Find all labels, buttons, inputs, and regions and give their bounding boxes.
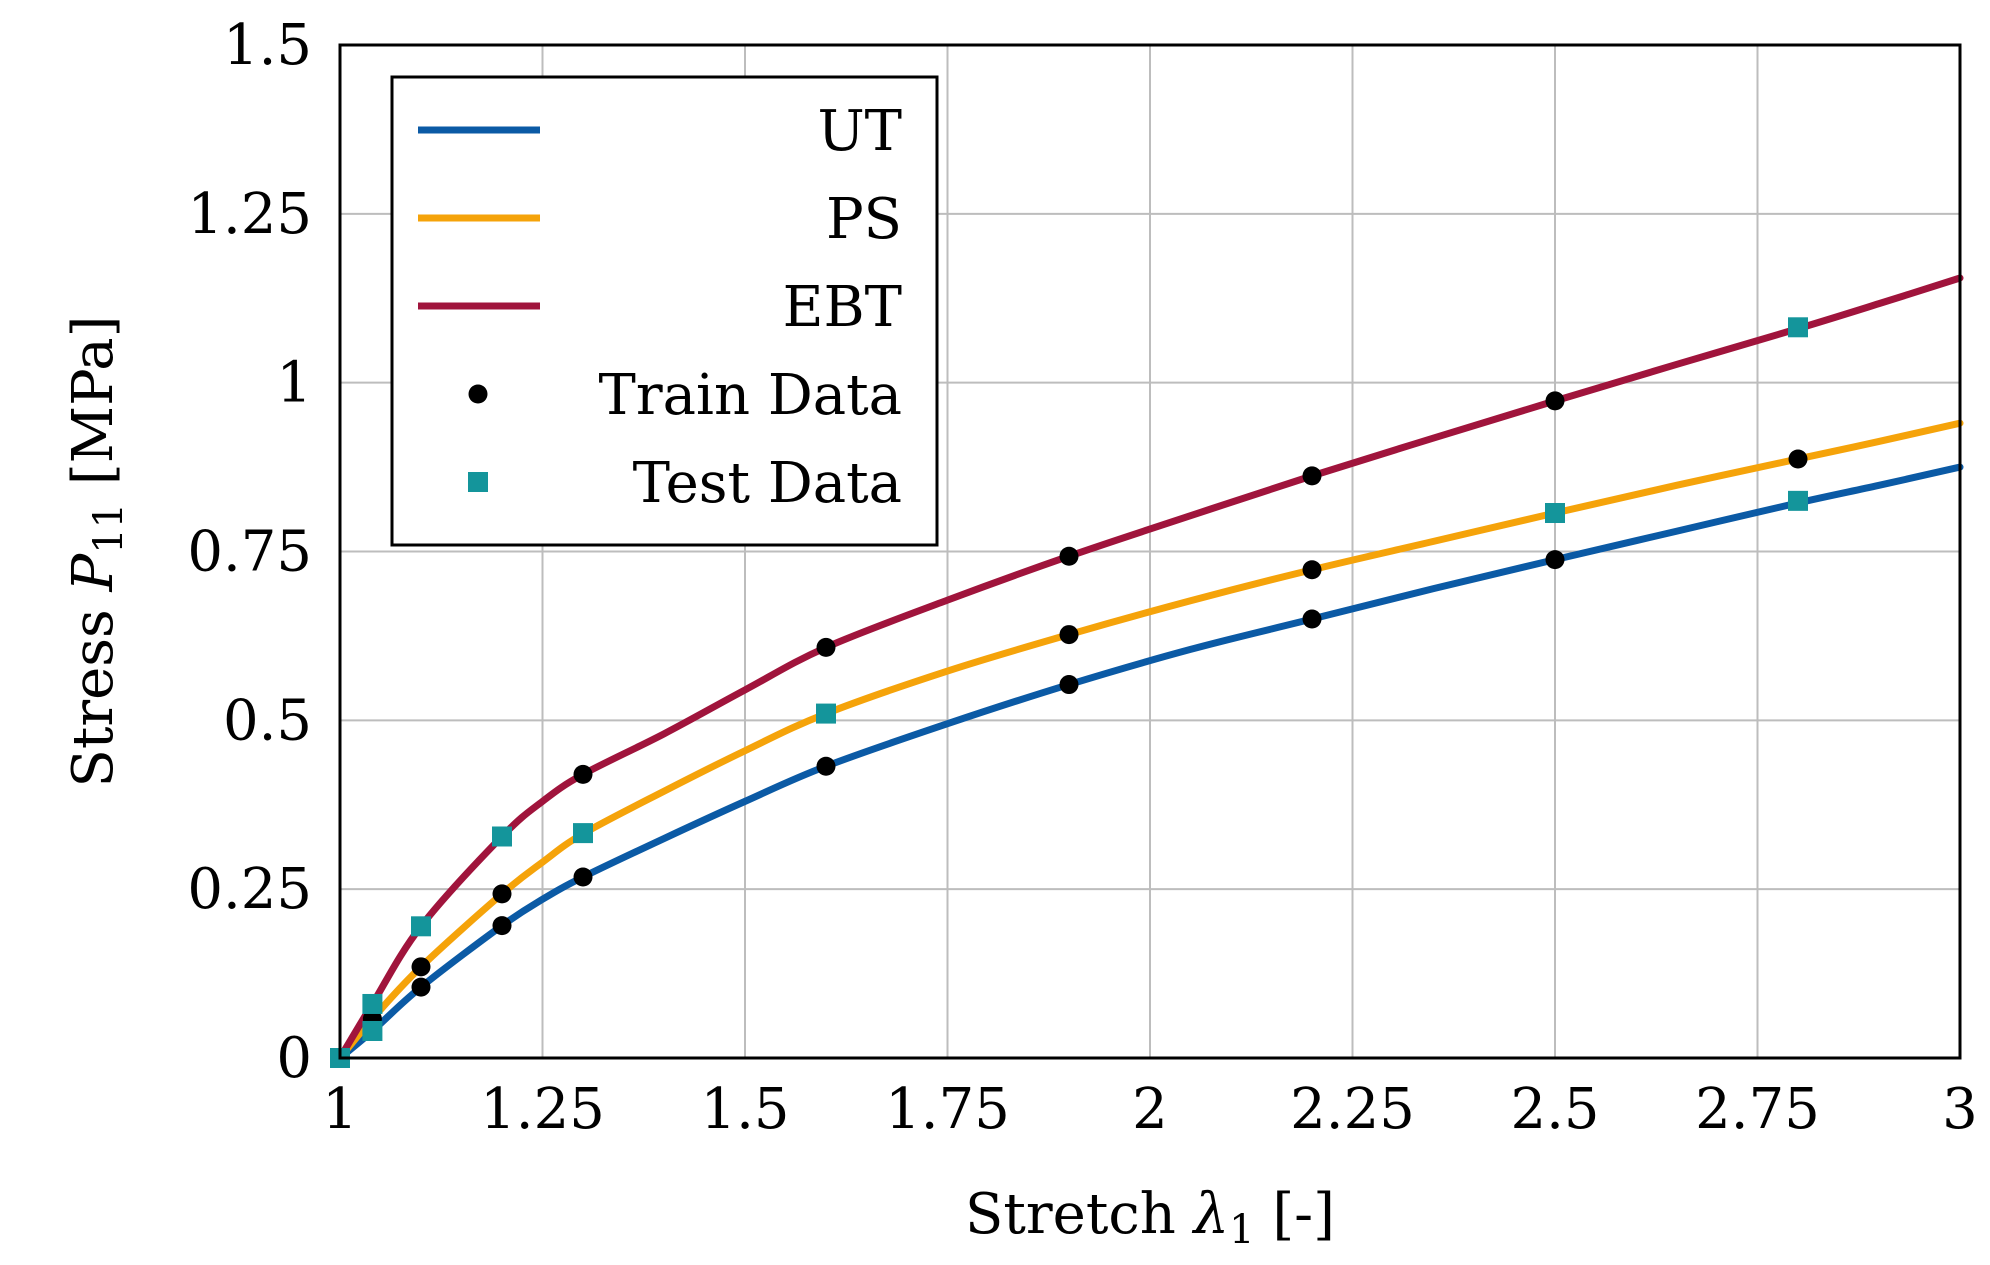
test-point-ps bbox=[816, 703, 836, 724]
y-tick-label: 1.5 bbox=[223, 13, 312, 78]
legend-box bbox=[390, 75, 939, 547]
train-point-ebt bbox=[1545, 391, 1565, 411]
x-tick-label: 1.25 bbox=[480, 1077, 605, 1142]
x-axis-label: Stretch λ1 [-] bbox=[965, 1182, 1335, 1253]
train-point-ut bbox=[411, 977, 431, 997]
x-axis-label-symbol: λ bbox=[1192, 1182, 1230, 1247]
x-tick-label: 2 bbox=[1132, 1077, 1168, 1142]
x-tick-label: 1.75 bbox=[885, 1077, 1010, 1142]
y-tick-label: 0 bbox=[276, 1026, 312, 1091]
train-point-ps bbox=[1302, 560, 1322, 580]
test-point-ebt bbox=[492, 826, 512, 847]
train-point-ps bbox=[1059, 625, 1079, 645]
train-point-ebt bbox=[1302, 466, 1322, 486]
x-tick-label: 2.5 bbox=[1510, 1077, 1599, 1142]
test-point-ps bbox=[1545, 503, 1565, 524]
train-point-ut bbox=[573, 867, 593, 887]
y-axis-label-symbol: P bbox=[61, 552, 126, 592]
x-tick-label: 1 bbox=[322, 1077, 358, 1142]
x-tick-label: 2.75 bbox=[1695, 1077, 1820, 1142]
train-point-ps bbox=[1788, 449, 1808, 469]
plot-frame bbox=[338, 43, 1962, 1060]
train-point-ut bbox=[1302, 609, 1322, 629]
legend-label-train-data: Train Data bbox=[599, 363, 902, 428]
train-point-ebt bbox=[573, 764, 593, 784]
x-axis-label-subscript: 1 bbox=[1229, 1207, 1254, 1253]
x-tick-label: 2.25 bbox=[1290, 1077, 1415, 1142]
test-point-ebt bbox=[411, 916, 431, 937]
x-axis-label-unit: [-] bbox=[1255, 1182, 1335, 1247]
legend-swatch-train-data bbox=[468, 384, 488, 404]
x-axis-label-text: Stretch bbox=[965, 1182, 1194, 1247]
train-point-ut bbox=[492, 916, 512, 936]
y-axis-label-subscript: 11 bbox=[86, 503, 132, 554]
test-point-ut bbox=[1788, 490, 1808, 511]
train-point-ps bbox=[411, 957, 431, 977]
legend-label-ebt: EBT bbox=[783, 275, 902, 340]
series-line-ps bbox=[336, 419, 1964, 1062]
legend-label-ut: UT bbox=[817, 99, 902, 164]
legend-swatch-test-data bbox=[468, 472, 488, 492]
legend-label-ps: PS bbox=[826, 187, 902, 252]
train-point-ut bbox=[816, 756, 836, 776]
y-tick-label: 1.25 bbox=[187, 182, 312, 247]
test-point-ps bbox=[573, 823, 593, 844]
y-tick-label: 0.5 bbox=[223, 688, 312, 753]
legend-label-test-data: Test Data bbox=[633, 451, 902, 516]
y-axis-label-unit: [MPa] bbox=[61, 315, 126, 502]
train-point-ps bbox=[492, 884, 512, 904]
y-axis-label-text: Stress bbox=[61, 591, 126, 787]
y-tick-labels: 0 0.25 0.5 0.75 1 1.25 1.5 bbox=[187, 13, 312, 1091]
y-tick-label: 0.25 bbox=[187, 857, 312, 922]
legend: UT PS EBT Train Data Test Data bbox=[390, 75, 939, 547]
train-point-ut bbox=[1545, 550, 1565, 570]
y-tick-label: 0.75 bbox=[187, 520, 312, 585]
x-tick-labels: 1 1.25 1.5 1.75 2 2.25 2.5 2.75 3 bbox=[322, 1077, 1978, 1142]
x-tick-label: 3 bbox=[1942, 1077, 1978, 1142]
y-tick-label: 1 bbox=[276, 351, 312, 416]
series-line-ut bbox=[336, 463, 1964, 1062]
test-point-ebt bbox=[1788, 317, 1808, 338]
test-point-ebt bbox=[362, 993, 383, 1014]
train-point-ebt bbox=[1059, 546, 1079, 566]
train-point-ut bbox=[1059, 675, 1079, 695]
train-point-ebt bbox=[816, 637, 836, 657]
test-point-ut bbox=[362, 1020, 383, 1041]
y-axis-label: Stress P11 [MPa] bbox=[61, 315, 132, 787]
x-tick-label: 1.5 bbox=[700, 1077, 789, 1142]
